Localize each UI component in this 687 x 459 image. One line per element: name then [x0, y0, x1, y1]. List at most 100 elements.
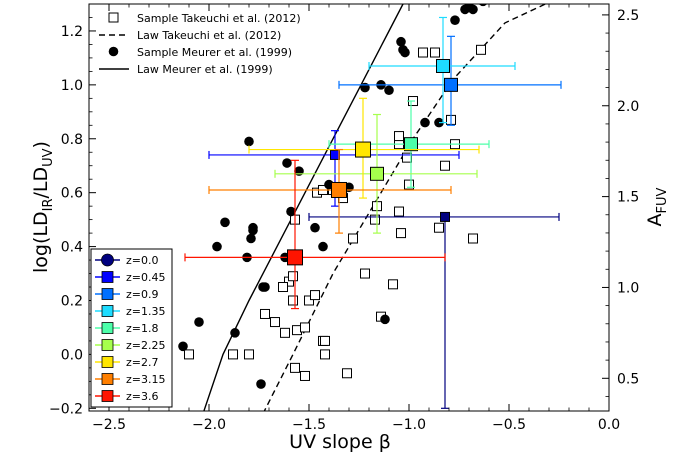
legend-bottom-entry: z=1.8: [95, 322, 158, 335]
legend-square-icon: [101, 356, 114, 368]
legend-bottom-entry: z=3.6: [95, 390, 158, 403]
x-tick-label: −2.5: [92, 417, 126, 433]
meurer-point: [194, 317, 204, 327]
takeuchi-point: [404, 179, 414, 190]
binned-marker: [370, 166, 384, 181]
legend-bottom-entry: z=0.0: [95, 253, 158, 267]
legend-bottom-entry: z=1.35: [95, 305, 165, 318]
legend-bottom: z=0.0 z=0.45 z=0.9 z=1.35 z=1.8 z=2.25 z=2.7 z=…: [90, 248, 173, 408]
legend-square-icon: [101, 322, 114, 334]
takeuchi-point: [418, 47, 428, 58]
legend-top-label: Sample Takeuchi et al. (2012): [137, 12, 301, 25]
takeuchi-point: [310, 290, 320, 301]
meurer-point: [360, 82, 370, 93]
takeuchi-point: [288, 295, 298, 306]
legend-bottom-label: z=3.6: [126, 390, 158, 403]
redshift-binned-points: [184, 16, 562, 409]
plot-background: [89, 4, 609, 411]
takeuchi-point: [278, 282, 288, 293]
legend-bottom-label: z=1.8: [126, 322, 158, 335]
y-tick-label: 1.0: [61, 78, 83, 94]
meurer-law-line: [203, 4, 404, 411]
right-tick-label: 2.5: [617, 8, 639, 24]
legend-bottom-label: z=0.9: [126, 288, 158, 301]
axes: −2.5 −2.0 −1.5 −1.0 −0.5 0.0 −0.2 0.0 0.2 0.4 0.6 0…: [49, 4, 639, 433]
meurer-point: [420, 117, 430, 128]
legend-bottom-label: z=2.7: [126, 356, 158, 369]
legend-bottom-entry: z=0.9: [95, 288, 158, 301]
legend-circle-icon: [101, 253, 114, 267]
binned-marker: [355, 141, 371, 158]
right-tick-label: 0.5: [617, 371, 639, 387]
meurer-point: [450, 15, 460, 25]
legend-filled-circle-icon: [108, 46, 119, 57]
takeuchi-point: [280, 327, 290, 338]
takeuchi-point: [320, 349, 330, 360]
takeuchi-point: [288, 271, 298, 282]
legend-bottom-entry: z=2.25: [95, 339, 165, 352]
takeuchi-point: [260, 308, 270, 319]
takeuchi-point: [360, 268, 370, 279]
takeuchi-point: [244, 349, 254, 360]
meurer-point: [230, 328, 240, 338]
takeuchi-point: [476, 44, 486, 55]
legend-bottom-label: z=0.0: [126, 254, 158, 267]
legend-bottom-entry: z=0.45: [95, 271, 165, 284]
y-tick-label: 0.4: [61, 240, 83, 256]
takeuchi-point: [434, 222, 444, 233]
y-tick-label: 0.0: [61, 347, 83, 363]
meurer-point: [479, 4, 487, 7]
takeuchi-point: [290, 362, 300, 373]
meurer-point: [294, 166, 304, 176]
legend-bottom-label: z=1.35: [126, 305, 165, 318]
x-tick-label: −2.0: [192, 417, 226, 433]
meurer-point: [282, 158, 292, 168]
y-axis-label-left: log(LDIR/LDUV): [30, 141, 56, 273]
legend-bottom-label: z=0.45: [126, 271, 165, 284]
x-tick-label: 0.0: [598, 417, 620, 433]
meurer-point: [212, 241, 222, 252]
takeuchi-law-line: [263, 4, 548, 411]
meurer-point: [286, 206, 296, 217]
legend-top-label: Law Takeuchi et al. (2012): [137, 29, 281, 42]
legend-open-square-icon: [108, 12, 119, 23]
binned-marker: [287, 249, 303, 266]
takeuchi-sample-points: [184, 44, 486, 381]
y-axis-label-right: AFUV: [644, 187, 670, 226]
takeuchi-point: [394, 131, 404, 142]
meurer-point: [220, 217, 230, 228]
takeuchi-point: [440, 160, 450, 171]
legend-square-icon: [101, 373, 114, 385]
meurer-point: [464, 4, 474, 12]
takeuchi-point: [270, 317, 280, 328]
binned-point-z=0.9: [338, 35, 562, 126]
legend-bottom-entry: z=2.7: [95, 356, 158, 369]
legend-top-label: Law Meurer et al. (1999): [137, 63, 273, 76]
legend-top: Sample Takeuchi et al. (2012) Law Takeuch…: [99, 12, 301, 76]
meurer-point: [384, 85, 394, 96]
meurer-point: [256, 379, 266, 389]
meurer-point: [178, 341, 188, 352]
binned-point-z=1.35: [368, 16, 516, 124]
legend-square-icon: [101, 288, 114, 300]
binned-marker: [330, 149, 340, 160]
meurer-point: [380, 314, 390, 325]
binned-marker: [404, 137, 418, 152]
binned-point-z=3.6: [184, 159, 446, 310]
meurer-point: [400, 47, 410, 58]
axis-labels: UV slope β log(LDIR/LDUV) AFUV: [30, 141, 670, 453]
meurer-point: [318, 241, 328, 252]
y-tick-label: 1.2: [61, 24, 83, 40]
meurer-point: [258, 282, 268, 292]
takeuchi-point: [394, 206, 404, 217]
binned-marker: [444, 77, 458, 92]
y-tick-label: 0.6: [61, 186, 83, 202]
binned-point-z=2.25: [274, 113, 478, 234]
x-tick-label: −1.5: [292, 417, 326, 433]
takeuchi-point: [430, 47, 440, 58]
y-tick-label: −0.2: [49, 401, 83, 417]
binned-point-z=0.0: [308, 211, 560, 409]
legend-square-icon: [101, 305, 114, 317]
takeuchi-point: [304, 295, 314, 306]
x-axis-label: UV slope β: [289, 431, 391, 453]
